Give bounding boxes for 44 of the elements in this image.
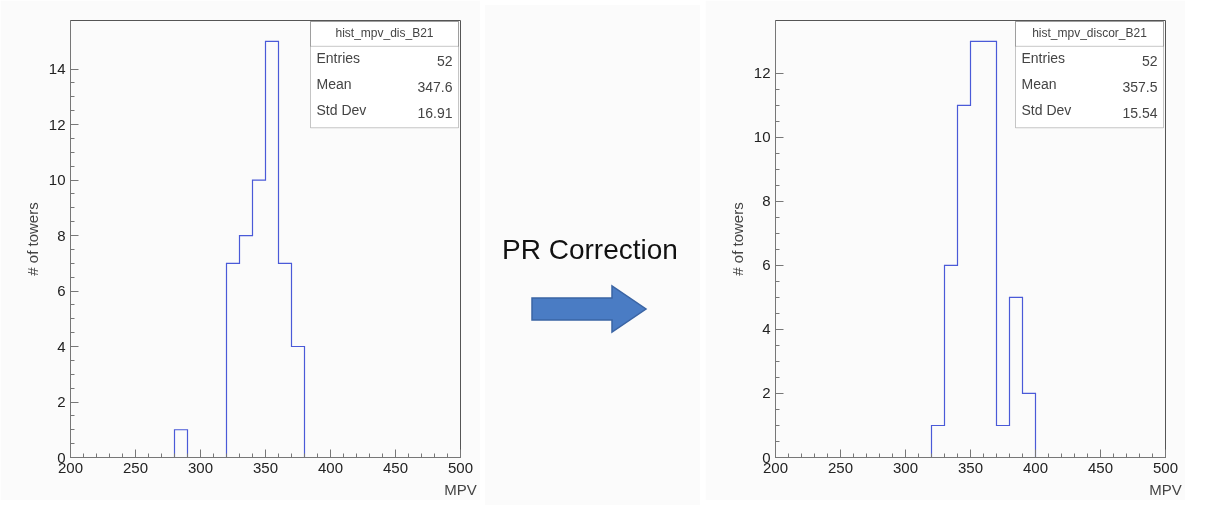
x-tick-label: 400 [317,458,344,476]
annotation: Entries [316,50,361,67]
y-tick-label: 2 [57,393,66,411]
x-tick-label: 300 [187,458,214,476]
y-tick-label: 12 [48,115,66,133]
annotation: 347.6 [417,79,453,96]
x-axis-title: MPV [444,480,477,498]
y-tick-label: 6 [762,256,771,274]
annotation: 52 [1141,53,1158,70]
x-tick-label: 500 [447,458,474,476]
y-tick-label: 8 [762,192,771,210]
x-tick-label: 450 [1087,458,1114,476]
annotation: Entries [1021,50,1066,67]
annotation: Mean [316,76,352,93]
x-axis-title: MPV [1149,480,1182,498]
y-tick-label: 8 [57,226,66,244]
annotation: Mean [1021,76,1057,93]
y-tick-label: 6 [57,282,66,300]
y-tick-label: 10 [48,171,66,189]
x-tick-label: 350 [252,458,279,476]
y-tick-label: 2 [762,384,771,402]
x-tick-label: 400 [1022,458,1049,476]
x-tick-label: 250 [122,458,149,476]
annotation: hist_mpv_dis_B21 [335,26,434,41]
y-tick-label: 4 [57,337,66,355]
annotation: Std Dev [316,101,367,118]
annotation: Std Dev [1021,101,1072,118]
x-tick-label: 450 [382,458,409,476]
y-axis-title: # of towers [728,202,746,276]
y-tick-label: 14 [48,60,66,78]
annotation: 15.54 [1122,104,1158,121]
y-axis-title: # of towers [23,202,41,276]
annotation: 52 [436,53,453,70]
y-tick-label: 4 [762,320,771,338]
x-tick-label: 250 [827,458,854,476]
annotation: 16.91 [417,104,453,121]
x-tick-label: 300 [892,458,919,476]
annotation: hist_mpv_discor_B21 [1032,26,1148,41]
annotation: 357.5 [1122,79,1158,96]
y-tick-label: 12 [753,64,771,82]
y-tick-label: 10 [753,128,771,146]
text: PR Correction [501,233,679,267]
x-tick-label: 500 [1152,458,1179,476]
x-tick-label: 350 [957,458,984,476]
